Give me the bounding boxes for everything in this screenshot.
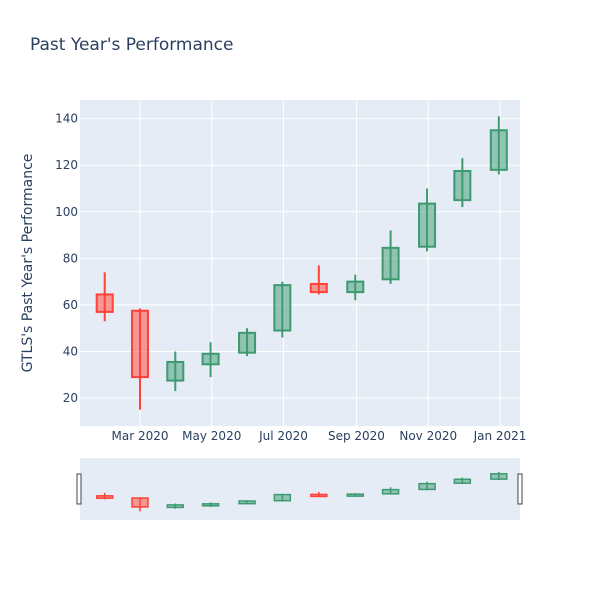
- candle-body: [418, 202, 437, 248]
- candle-body: [381, 246, 400, 281]
- candle-body: [273, 284, 292, 332]
- mini-candle-body: [453, 478, 472, 484]
- x-axis-ticks: Mar 2020 May 2020 Jul 2020 Sep 2020 Nov 2020…: [112, 429, 527, 443]
- gridlines: [80, 100, 520, 426]
- mini-candle: [346, 493, 365, 497]
- candle: [131, 308, 149, 410]
- mini-candle: [95, 492, 114, 500]
- mini-candle-body: [238, 500, 256, 505]
- mini-candle: [310, 491, 328, 498]
- mini-candle: [490, 471, 508, 480]
- candle-body: [309, 282, 328, 294]
- y-tick-label: 140: [55, 112, 78, 126]
- mini-candle: [201, 502, 220, 507]
- candle: [453, 158, 472, 208]
- range-slider-left-handle[interactable]: [76, 473, 82, 505]
- candles: [95, 116, 508, 410]
- candle: [418, 188, 437, 252]
- mini-candle: [273, 493, 292, 502]
- y-tick-label: 100: [55, 205, 78, 219]
- candle: [309, 265, 328, 295]
- range-slider-right-handle[interactable]: [517, 473, 523, 505]
- candle: [346, 274, 365, 301]
- mini-candle: [238, 500, 256, 505]
- y-axis-ticks: 20 40 60 80 100 120 140: [55, 112, 78, 405]
- x-tick-label: Sep 2020: [328, 429, 385, 443]
- candle-body: [489, 129, 508, 171]
- y-tick-label: 120: [55, 158, 78, 172]
- x-tick-label: Jul 2020: [258, 429, 308, 443]
- candle: [201, 342, 220, 378]
- candle-body: [238, 331, 257, 354]
- mini-candle-body: [346, 493, 365, 497]
- candle-body: [131, 309, 149, 379]
- y-tick-label: 40: [63, 344, 78, 358]
- mini-candle: [453, 477, 472, 485]
- y-tick-label: 60: [63, 298, 78, 312]
- mini-candle: [418, 481, 436, 491]
- range-slider-preview: [95, 471, 508, 512]
- candle: [238, 328, 257, 357]
- mini-candle-body: [95, 495, 114, 499]
- y-axis-title: GTLS's Past Year's Performance: [20, 154, 36, 373]
- mini-candle-body: [490, 473, 508, 480]
- candle: [95, 272, 114, 322]
- x-tick-label: Jan 2021: [473, 429, 527, 443]
- plot-area: [80, 100, 520, 426]
- candle-body: [346, 280, 365, 294]
- mini-candle: [131, 497, 149, 512]
- candle: [489, 116, 508, 175]
- y-tick-label: 20: [63, 391, 78, 405]
- mini-candle-body: [418, 482, 436, 491]
- mini-candle-body: [201, 503, 220, 507]
- x-tick-label: Mar 2020: [112, 429, 169, 443]
- mini-candle-body: [310, 493, 328, 498]
- x-tick-label: Nov 2020: [399, 429, 457, 443]
- candle-body: [201, 352, 220, 366]
- mini-candle-body: [273, 493, 292, 502]
- range-slider[interactable]: [80, 458, 520, 520]
- candle: [381, 230, 400, 284]
- y-tick-label: 80: [63, 251, 78, 265]
- mini-candle: [166, 503, 185, 509]
- candle-body: [95, 293, 114, 313]
- mini-candle-body: [166, 504, 185, 509]
- chart-title: Past Year's Performance: [30, 35, 234, 55]
- candle-body: [453, 170, 472, 202]
- mini-candle-body: [381, 488, 400, 495]
- mini-candle: [381, 487, 400, 495]
- candle-body: [166, 360, 185, 382]
- x-tick-label: May 2020: [182, 429, 241, 443]
- candle: [166, 351, 185, 392]
- candle: [273, 281, 292, 338]
- mini-candle-body: [131, 497, 149, 508]
